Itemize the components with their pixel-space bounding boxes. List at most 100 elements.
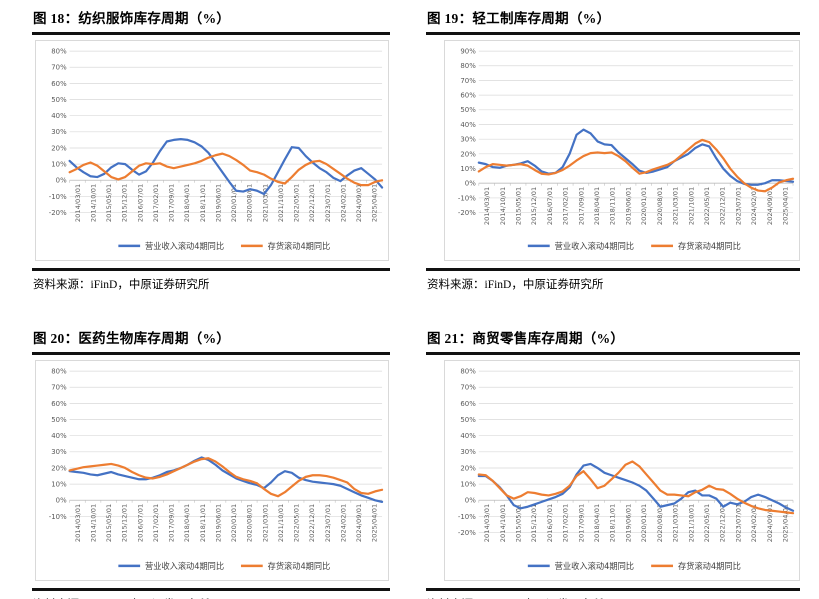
y-tick-label: 30% <box>460 135 476 144</box>
x-tick-label: 2023/07/01 <box>324 504 332 542</box>
y-tick-label: 60% <box>51 80 67 88</box>
x-tick-label: 2021/03/01 <box>672 504 680 542</box>
x-tick-label: 2015/12/01 <box>121 504 129 542</box>
x-tick-label: 2017/02/01 <box>562 504 570 542</box>
line-chart-pharma-bio: 80% 70% 60% 50% 40% 30% 20% 10% 0% -10% 2014/03/01… <box>49 367 384 571</box>
x-tick-label: 2014/10/01 <box>89 184 97 222</box>
legend-inventory-label: 存货滚动4期同比 <box>268 561 331 571</box>
y-tick-label: 30% <box>51 128 67 136</box>
x-tick-label: 2022/12/01 <box>308 184 316 222</box>
legend-revenue-label: 营业收入滚动4期同比 <box>145 561 224 571</box>
x-tick-label: 2025/04/01 <box>371 504 379 542</box>
x-tick-label: 2021/03/01 <box>672 187 680 225</box>
x-tick-label: 2014/10/01 <box>89 504 97 542</box>
y-tick-label: 10% <box>51 480 67 488</box>
x-tick-label: 2019/06/01 <box>624 187 632 225</box>
x-tick-label: 2014/10/01 <box>499 504 507 542</box>
y-tick-label: 40% <box>460 120 476 129</box>
figure-20-title: 图 20：医药生物库存周期（%） <box>32 324 390 355</box>
y-tick-label: 40% <box>460 431 476 440</box>
legend-inventory-label: 存货滚动4期同比 <box>678 241 741 251</box>
figure-21-title: 图 21：商贸零售库存周期（%） <box>426 324 800 355</box>
figure-18-source: 资料来源：iFinD，中原证券研究所 <box>32 268 390 292</box>
y-tick-label: 60% <box>51 400 67 408</box>
x-tick-label: 2022/05/01 <box>703 504 711 542</box>
x-tick-label: 2015/05/01 <box>105 184 113 222</box>
x-tick-label: 2021/03/01 <box>261 504 269 542</box>
figure-21-chart-box: 80% 70% 60% 50% 40% 30% 20% 10% 0% -10% -20% 2014/0… <box>444 360 800 581</box>
x-tick-label: 2015/05/01 <box>105 504 113 542</box>
x-tick-label: 2022/12/01 <box>719 504 727 542</box>
y-tick-label: 0% <box>465 179 476 188</box>
y-tick-label: -20% <box>49 209 67 217</box>
y-tick-label: 80% <box>460 61 476 70</box>
x-tick-label: 2015/05/01 <box>515 187 523 225</box>
x-tick-label: 2024/09/01 <box>355 184 363 222</box>
x-tick-label: 2018/11/01 <box>199 184 207 222</box>
y-tick-label: -20% <box>458 528 476 537</box>
line-chart-trade-retail: 80% 70% 60% 50% 40% 30% 20% 10% 0% -10% -20% 2014/0… <box>458 366 795 571</box>
y-tick-label: -10% <box>458 512 476 521</box>
x-tick-label: 2017/09/01 <box>577 187 585 225</box>
x-tick-label: 2020/01/01 <box>640 187 648 225</box>
figure-21-source: 资料来源：iFinD，中原证券研究所 <box>426 588 800 599</box>
x-tick-label: 2019/06/01 <box>214 504 222 542</box>
x-tick-label: 2018/04/01 <box>593 504 601 542</box>
figure-20: 图 20：医药生物库存周期（%） 80% 70% 60% 50% 40% 30% 20% 10… <box>32 324 390 599</box>
y-tick-label: 50% <box>51 96 67 104</box>
y-tick-label: 30% <box>460 447 476 456</box>
x-tick-label: 2021/10/01 <box>277 504 285 542</box>
x-tick-label: 2015/05/01 <box>515 504 523 542</box>
y-tick-label: 70% <box>460 383 476 392</box>
inventory-series-line <box>68 152 384 187</box>
x-tick-label: 2022/05/01 <box>293 504 301 542</box>
x-tick-label: 2017/09/01 <box>168 184 176 222</box>
x-tick-label: 2016/07/01 <box>136 504 144 542</box>
x-tick-label: 2014/10/01 <box>499 187 507 225</box>
y-tick-label: 50% <box>51 416 67 424</box>
x-tick-label: 2025/04/01 <box>782 504 790 542</box>
x-tick-label: 2017/02/01 <box>562 187 570 225</box>
x-tick-label: 2020/01/01 <box>230 184 238 222</box>
x-tick-label: 2017/09/01 <box>577 504 585 542</box>
x-tick-label: 2025/04/01 <box>782 187 790 225</box>
y-tick-label: 50% <box>460 415 476 424</box>
x-tick-label: 2018/04/01 <box>593 187 601 225</box>
revenue-series-line <box>477 462 795 512</box>
y-tick-label: 0% <box>56 497 67 505</box>
y-tick-label: 10% <box>51 160 67 168</box>
x-tick-label: 2020/08/01 <box>656 187 664 225</box>
y-tick-label: 80% <box>51 47 67 55</box>
x-tick-label: 2021/10/01 <box>277 184 285 222</box>
x-tick-label: 2021/03/01 <box>261 184 269 222</box>
y-tick-label: 10% <box>460 164 476 173</box>
x-tick-label: 2014/03/01 <box>74 504 82 542</box>
x-tick-label: 2015/12/01 <box>530 504 538 542</box>
x-tick-label: 2023/07/01 <box>734 187 742 225</box>
inventory-series-line <box>477 460 795 515</box>
x-tick-label: 2021/10/01 <box>687 504 695 542</box>
y-tick-label: 20% <box>460 149 476 158</box>
y-tick-label: 60% <box>460 399 476 408</box>
y-tick-label: 70% <box>51 384 67 392</box>
x-tick-label: 2024/02/01 <box>750 187 758 225</box>
x-tick-label: 2015/12/01 <box>530 187 538 225</box>
x-tick-label: 2016/07/01 <box>546 187 554 225</box>
y-tick-label: 20% <box>51 144 67 152</box>
y-tick-label: 30% <box>51 448 67 456</box>
x-tick-label: 2014/03/01 <box>74 184 82 222</box>
x-tick-label: 2021/10/01 <box>687 187 695 225</box>
x-tick-label: 2025/04/01 <box>371 184 379 222</box>
figure-20-chart-box: 80% 70% 60% 50% 40% 30% 20% 10% 0% -10% 2014/03/01… <box>35 360 389 581</box>
figure-19-chart-box: 90% 80% 70% 60% 50% 40% 30% 20% 10% 0% -10% -20% 201… <box>444 40 800 261</box>
x-tick-label: 2024/02/01 <box>339 504 347 542</box>
x-tick-label: 2018/11/01 <box>609 187 617 225</box>
x-tick-label: 2023/07/01 <box>734 504 742 542</box>
x-tick-label: 2024/09/01 <box>766 504 774 542</box>
x-tick-label: 2024/09/01 <box>355 504 363 542</box>
x-tick-label: 2017/02/01 <box>152 184 160 222</box>
x-tick-label: 2016/07/01 <box>546 504 554 542</box>
x-tick-label: 2022/12/01 <box>308 504 316 542</box>
